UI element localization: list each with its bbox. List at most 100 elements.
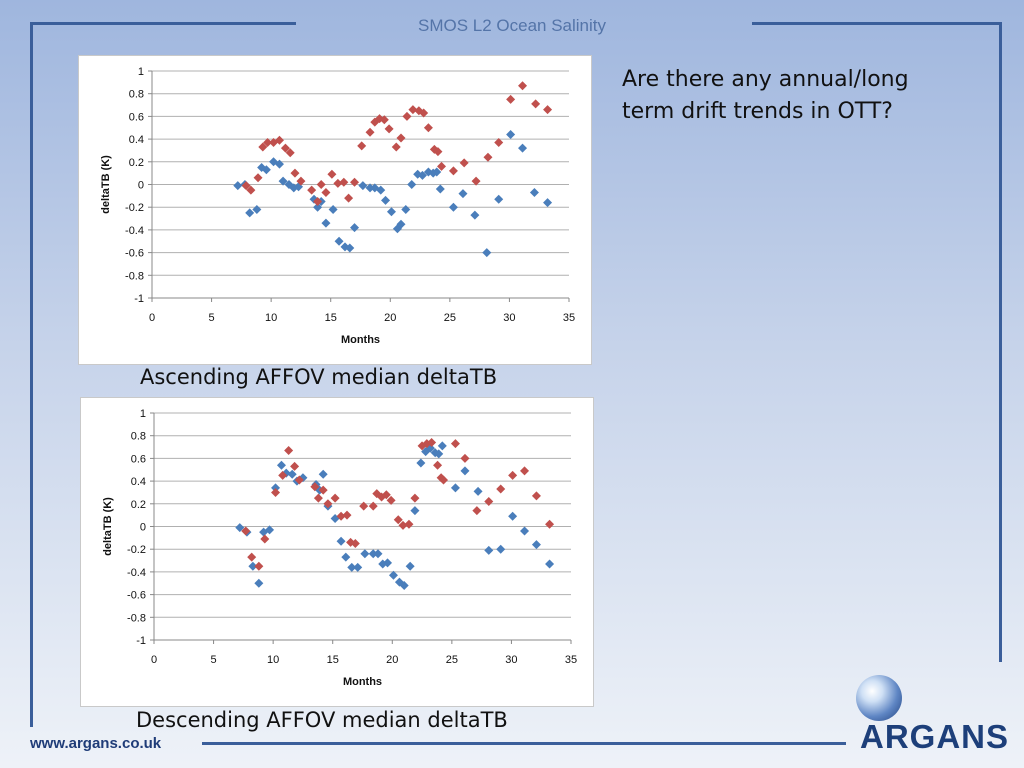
red-data-point xyxy=(518,81,528,91)
blue-data-point xyxy=(353,562,363,572)
red-data-point xyxy=(284,445,294,455)
y-tick-label: -0.2 xyxy=(125,202,144,214)
blue-data-point xyxy=(360,549,370,559)
red-data-point xyxy=(483,152,493,162)
red-data-point xyxy=(386,495,396,505)
slide-title: SMOS L2 Ocean Salinity xyxy=(417,16,607,35)
red-data-point xyxy=(531,491,541,501)
blue-data-point xyxy=(401,204,411,214)
blue-data-point xyxy=(358,181,368,191)
red-data-point xyxy=(350,177,360,187)
blue-data-point xyxy=(345,243,355,253)
x-tick-label: 0 xyxy=(149,312,155,324)
red-data-point xyxy=(285,148,295,158)
red-data-point xyxy=(450,439,460,449)
footer-url-link[interactable]: www.argans.co.uk xyxy=(30,735,162,752)
blue-data-point xyxy=(428,168,438,178)
red-data-point xyxy=(274,135,284,145)
blue-data-point xyxy=(529,187,539,197)
red-data-point xyxy=(402,111,412,121)
red-data-point xyxy=(365,127,375,137)
blue-data-point xyxy=(416,458,426,468)
blue-data-point xyxy=(336,536,346,546)
blue-data-point xyxy=(437,441,447,451)
x-tick-label: 20 xyxy=(386,654,398,666)
blue-data-point xyxy=(381,195,391,205)
red-data-point xyxy=(439,475,449,485)
blue-data-point xyxy=(407,180,417,189)
red-data-point xyxy=(357,141,367,151)
red-data-point xyxy=(323,499,333,509)
blue-data-point xyxy=(450,483,460,493)
red-data-point xyxy=(379,115,389,125)
red-data-point xyxy=(278,470,288,480)
frame-left-line xyxy=(30,22,33,727)
x-tick-label: 10 xyxy=(265,312,277,324)
red-data-point xyxy=(496,484,506,494)
x-tick-label: 30 xyxy=(503,312,515,324)
red-data-point xyxy=(307,185,317,195)
blue-data-point xyxy=(257,162,267,172)
red-data-point xyxy=(398,520,408,530)
blue-data-point xyxy=(271,483,281,493)
blue-data-point xyxy=(399,581,409,591)
blue-data-point xyxy=(265,525,275,535)
blue-data-point xyxy=(396,219,406,229)
red-data-point xyxy=(437,161,447,171)
y-tick-label: -0.2 xyxy=(127,544,146,556)
blue-data-point xyxy=(368,549,378,559)
red-data-point xyxy=(290,461,300,471)
red-data-point xyxy=(339,177,349,187)
blue-data-point xyxy=(386,207,396,217)
red-data-point xyxy=(350,539,360,549)
red-data-point xyxy=(459,158,469,168)
y-tick-label: 1 xyxy=(138,66,144,78)
blue-data-point xyxy=(496,544,506,554)
red-data-point xyxy=(258,142,268,152)
red-data-point xyxy=(344,193,354,203)
blue-data-point xyxy=(376,185,386,195)
blue-data-point xyxy=(506,130,516,140)
blue-data-point xyxy=(484,545,494,555)
red-data-point xyxy=(423,123,433,133)
blue-data-point xyxy=(233,181,243,191)
red-data-point xyxy=(370,117,380,127)
blue-data-point xyxy=(421,447,431,457)
blue-data-point xyxy=(350,223,360,233)
red-data-point xyxy=(336,511,346,521)
red-data-point xyxy=(433,460,443,470)
blue-data-point xyxy=(245,208,255,218)
y-tick-label: -0.8 xyxy=(125,270,144,282)
blue-data-point xyxy=(430,448,440,458)
y-tick-label: 0.2 xyxy=(131,499,146,511)
blue-data-point xyxy=(473,486,483,496)
red-data-point xyxy=(381,490,391,500)
y-tick-label: 0.8 xyxy=(131,431,146,443)
y-tick-label: -0.6 xyxy=(125,248,144,260)
blue-data-point xyxy=(460,466,470,476)
blue-data-point xyxy=(518,143,528,153)
blue-data-point xyxy=(276,460,286,470)
blue-data-point xyxy=(321,218,331,228)
red-data-point xyxy=(359,501,369,511)
blue-data-point xyxy=(313,202,323,212)
blue-data-point xyxy=(254,578,264,588)
red-data-point xyxy=(241,526,251,536)
red-data-point xyxy=(346,537,356,547)
blue-data-point xyxy=(330,514,340,524)
frame-bottom-line xyxy=(202,742,846,745)
red-data-point xyxy=(391,142,401,152)
blue-data-point xyxy=(328,204,338,214)
blue-data-point xyxy=(448,202,458,212)
blue-data-point xyxy=(520,526,530,536)
red-data-point xyxy=(290,168,300,178)
blue-data-point xyxy=(482,248,492,258)
red-data-point xyxy=(384,124,394,134)
red-data-point xyxy=(253,173,263,183)
blue-data-point xyxy=(543,198,553,208)
red-data-point xyxy=(296,176,306,186)
red-data-point xyxy=(436,473,446,483)
blue-data-point xyxy=(470,210,480,220)
ascending-chart-svg: -1-0.8-0.6-0.4-0.200.20.40.60.810 5 10 15 20… xyxy=(100,66,575,346)
blue-data-point xyxy=(435,184,445,194)
